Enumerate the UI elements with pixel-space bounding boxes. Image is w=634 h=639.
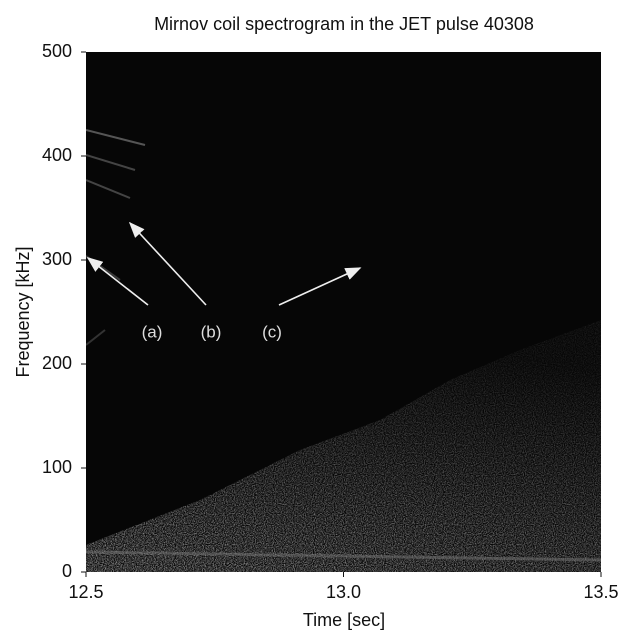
y-tick-label: 0 [62, 561, 72, 581]
annotation: (a) [142, 322, 163, 341]
y-tick-label: 400 [42, 145, 72, 165]
x-tick-label: 12.5 [68, 582, 103, 602]
y-tick-label: 300 [42, 249, 72, 269]
chart-title: Mirnov coil spectrogram in the JET pulse… [154, 14, 534, 34]
annotation-arrow [86, 257, 149, 306]
y-axis-label: Frequency [kHz] [13, 246, 33, 377]
spectrogram-texture [86, 52, 601, 572]
y-tick-label: 500 [42, 41, 72, 61]
annotation-arrow [278, 267, 362, 306]
x-tick-label: 13.0 [326, 582, 361, 602]
x-axis-label: Time [sec] [303, 610, 385, 630]
annotation: (b) [201, 322, 222, 341]
y-tick-label: 200 [42, 353, 72, 373]
annotation-arrow [128, 221, 207, 306]
y-tick-label: 100 [42, 457, 72, 477]
annotation: (c) [262, 322, 282, 341]
x-tick-label: 13.5 [583, 582, 618, 602]
